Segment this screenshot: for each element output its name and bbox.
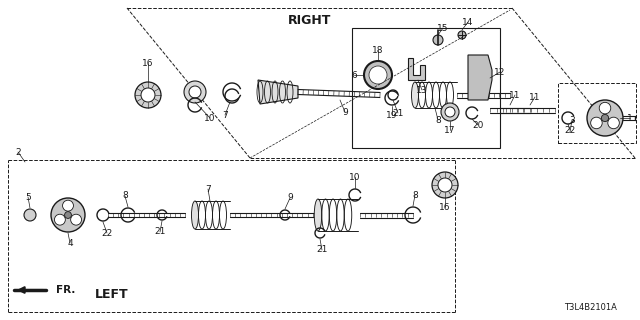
Text: 19: 19	[387, 110, 397, 119]
Circle shape	[70, 214, 81, 225]
Bar	[558, 83, 636, 143]
Circle shape	[54, 214, 65, 225]
Polygon shape	[468, 55, 492, 100]
Text: 11: 11	[509, 91, 521, 100]
Text: LEFT: LEFT	[95, 289, 129, 301]
Text: 21: 21	[154, 228, 166, 236]
Circle shape	[369, 66, 387, 84]
Circle shape	[602, 115, 609, 122]
Text: 10: 10	[204, 114, 216, 123]
Circle shape	[63, 200, 74, 211]
Circle shape	[432, 172, 458, 198]
Text: 13: 13	[416, 85, 428, 94]
Text: 5: 5	[25, 193, 31, 202]
Ellipse shape	[191, 201, 198, 229]
Polygon shape	[408, 58, 425, 80]
Text: 4: 4	[67, 238, 73, 247]
Text: RIGHT: RIGHT	[288, 13, 332, 27]
Text: 12: 12	[494, 68, 506, 76]
Circle shape	[599, 102, 611, 114]
Circle shape	[51, 198, 85, 232]
Text: 22: 22	[101, 228, 113, 237]
Circle shape	[608, 117, 620, 129]
Circle shape	[65, 212, 72, 219]
Circle shape	[141, 88, 155, 102]
Text: 15: 15	[437, 23, 449, 33]
Text: 21: 21	[392, 108, 404, 117]
Ellipse shape	[412, 82, 419, 108]
Text: 2: 2	[15, 148, 21, 156]
Circle shape	[458, 31, 466, 39]
Text: 14: 14	[462, 18, 474, 27]
Circle shape	[591, 117, 602, 129]
Text: T3L4B2101A: T3L4B2101A	[564, 303, 616, 312]
Text: 16: 16	[439, 203, 451, 212]
Circle shape	[587, 100, 623, 136]
Text: 7: 7	[222, 110, 228, 119]
Text: 18: 18	[372, 45, 384, 54]
Text: 1: 1	[627, 114, 633, 123]
Text: 8: 8	[122, 191, 128, 201]
Circle shape	[445, 107, 455, 117]
Text: 9: 9	[287, 194, 293, 203]
Text: 3: 3	[569, 116, 575, 124]
Text: 6: 6	[351, 70, 357, 79]
Text: 11: 11	[529, 92, 541, 101]
Text: 20: 20	[472, 121, 484, 130]
Text: FR.: FR.	[56, 285, 76, 295]
Ellipse shape	[314, 199, 322, 231]
Text: 7: 7	[205, 185, 211, 194]
Circle shape	[364, 61, 392, 89]
Text: 8: 8	[412, 190, 418, 199]
Text: 10: 10	[349, 172, 361, 181]
Circle shape	[184, 81, 206, 103]
Text: 21: 21	[316, 245, 328, 254]
Circle shape	[189, 86, 201, 98]
Text: 17: 17	[444, 125, 456, 134]
Text: 22: 22	[564, 125, 575, 134]
Circle shape	[433, 35, 443, 45]
Circle shape	[24, 209, 36, 221]
Circle shape	[135, 82, 161, 108]
Text: 9: 9	[342, 108, 348, 116]
Text: 16: 16	[142, 59, 154, 68]
Circle shape	[438, 178, 452, 192]
Text: 8: 8	[435, 116, 441, 124]
Polygon shape	[258, 80, 298, 104]
Bar	[352, 28, 500, 148]
Circle shape	[441, 103, 459, 121]
